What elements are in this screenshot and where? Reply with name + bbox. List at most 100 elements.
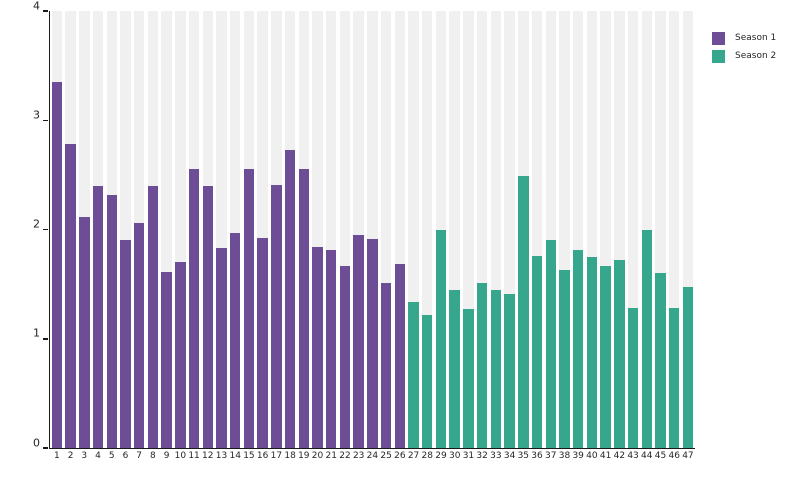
- background-band: [175, 11, 186, 448]
- x-tick-label: 32: [476, 451, 488, 461]
- x-tick-label: 46: [668, 451, 680, 461]
- x-tick-label: 5: [108, 451, 115, 461]
- bar-episode-37: [545, 240, 556, 448]
- bar-episode-29: [435, 229, 447, 448]
- background-band: [476, 11, 488, 448]
- x-tick-label: 29: [435, 451, 447, 461]
- bar-slot-9: 9: [160, 11, 174, 461]
- bar-slot-21: 21: [324, 11, 338, 461]
- bar-episode-2: [65, 144, 76, 448]
- bar-episode-10: [175, 262, 186, 448]
- x-tick-label: 43: [627, 451, 639, 461]
- bar-episode-18: [284, 149, 296, 448]
- bar-episode-27: [408, 301, 419, 448]
- bar-slot-27: 27: [407, 11, 421, 461]
- bar-slot-24: 24: [366, 11, 380, 461]
- bar-slot-33: 33: [489, 11, 503, 461]
- bar-episode-3: [79, 217, 90, 448]
- bar-slot-6: 6: [119, 11, 133, 461]
- bar-slot-44: 44: [640, 11, 654, 461]
- background-band: [312, 11, 323, 448]
- background-band: [422, 11, 433, 448]
- x-tick-label: 26: [394, 451, 406, 461]
- x-tick-label: 35: [517, 451, 530, 461]
- bar-episode-26: [394, 264, 406, 448]
- bar-episode-5: [106, 194, 117, 448]
- bar-slot-38: 38: [558, 11, 572, 461]
- bar-episode-6: [120, 240, 131, 448]
- background-band: [627, 11, 639, 448]
- bar-slot-2: 2: [64, 11, 78, 461]
- bar-slot-23: 23: [352, 11, 366, 461]
- legend-item: Season 1: [712, 32, 776, 45]
- x-tick-label: 11: [188, 451, 200, 461]
- background-band: [531, 11, 543, 448]
- bar-episode-38: [559, 269, 570, 448]
- bar-slot-37: 37: [544, 11, 558, 461]
- bar-episode-23: [353, 234, 364, 448]
- x-tick-label: 24: [366, 451, 379, 461]
- background-band: [463, 11, 474, 448]
- bar-episode-32: [476, 283, 488, 448]
- x-tick-label: 37: [545, 451, 557, 461]
- background-band: [545, 11, 556, 448]
- bar-episode-39: [572, 250, 584, 448]
- x-tick-label: 45: [654, 451, 667, 461]
- bar-episode-44: [641, 229, 652, 448]
- x-tick-label: 18: [284, 451, 296, 461]
- x-tick-label: 16: [256, 451, 269, 461]
- bar-episode-47: [682, 287, 694, 448]
- bar-episode-15: [243, 169, 255, 448]
- bar-slot-17: 17: [270, 11, 284, 461]
- x-tick-label: 14: [229, 451, 241, 461]
- bar-slot-30: 30: [448, 11, 462, 461]
- bar-slot-22: 22: [338, 11, 352, 461]
- y-tick-mark: [43, 228, 48, 231]
- bar-slot-46: 46: [667, 11, 681, 461]
- background-band: [367, 11, 378, 448]
- bar-slot-40: 40: [585, 11, 599, 461]
- x-tick-label: 2: [67, 451, 74, 461]
- bar-slot-29: 29: [434, 11, 448, 461]
- x-tick-label: 13: [215, 451, 228, 461]
- bar-episode-24: [367, 239, 378, 448]
- x-tick-label: 34: [503, 451, 516, 461]
- x-tick-label: 6: [122, 451, 129, 461]
- background-band: [449, 11, 460, 448]
- x-tick-label: 15: [243, 451, 255, 461]
- x-tick-label: 20: [311, 451, 324, 461]
- background-band: [380, 11, 392, 448]
- background-band: [216, 11, 227, 448]
- bar-slot-1: 1: [50, 11, 64, 461]
- bar-slot-3: 3: [77, 11, 91, 461]
- x-tick-label: 27: [407, 451, 420, 461]
- background-band: [120, 11, 131, 448]
- bar-episode-28: [422, 314, 433, 448]
- bars-container: 1 2 3 4 5 6 7 8 9 10 11 12 13 14 15 16 17 18 19 20 21 22 23 24 2…: [50, 11, 695, 461]
- bar-slot-47: 47: [681, 11, 695, 461]
- bar-episode-36: [531, 255, 543, 448]
- bar-episode-17: [271, 184, 282, 448]
- bar-episode-46: [668, 308, 680, 448]
- background-band: [339, 11, 351, 448]
- bar-slot-34: 34: [503, 11, 517, 461]
- bar-slot-5: 5: [105, 11, 119, 461]
- x-tick-label: 25: [380, 451, 392, 461]
- x-tick-label: 40: [586, 451, 598, 461]
- bar-slot-18: 18: [283, 11, 297, 461]
- background-band: [394, 11, 406, 448]
- background-band: [655, 11, 666, 448]
- background-band: [353, 11, 364, 448]
- bar-slot-16: 16: [256, 11, 270, 461]
- x-tick-label: 1: [53, 451, 60, 461]
- bar-slot-39: 39: [571, 11, 585, 461]
- bar-slot-19: 19: [297, 11, 311, 461]
- y-tick-mark: [43, 119, 48, 121]
- bar-episode-25: [380, 283, 392, 448]
- bar-slot-11: 11: [187, 11, 201, 461]
- x-tick-label: 19: [298, 451, 310, 461]
- bar-slot-14: 14: [228, 11, 242, 461]
- x-tick-label: 41: [599, 451, 612, 461]
- x-tick-label: 30: [448, 451, 461, 461]
- y-tick-label: 0: [33, 436, 40, 449]
